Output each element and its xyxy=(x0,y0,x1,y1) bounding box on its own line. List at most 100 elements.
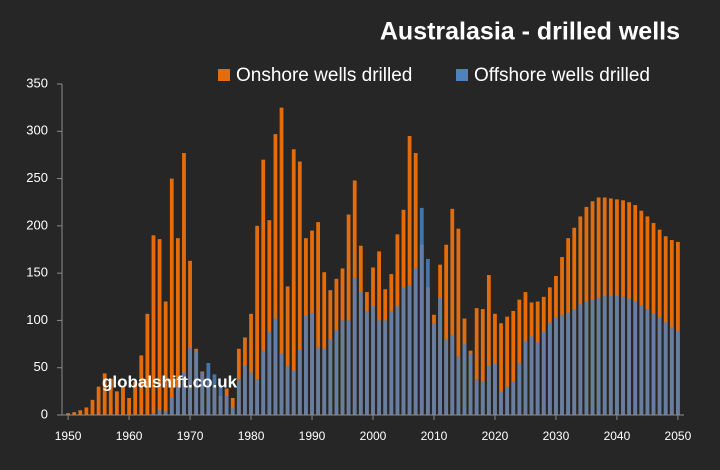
y-tick-label: 200 xyxy=(26,217,48,232)
chart-title: Australasia - drilled wells xyxy=(380,18,680,46)
bar xyxy=(182,153,186,415)
y-tick-label: 0 xyxy=(41,406,48,421)
x-tick-label: 2000 xyxy=(360,429,387,443)
bar xyxy=(669,327,674,415)
bar xyxy=(566,312,571,415)
bar xyxy=(554,317,558,415)
bar xyxy=(236,379,241,415)
bar xyxy=(328,339,333,415)
bar xyxy=(169,178,174,415)
bar xyxy=(163,411,168,415)
bar xyxy=(169,397,174,415)
bar xyxy=(371,306,375,415)
bar xyxy=(657,317,662,415)
bar xyxy=(151,413,156,415)
bar xyxy=(389,310,394,415)
bar xyxy=(407,285,412,415)
x-tick-label: 1960 xyxy=(116,429,143,443)
bar xyxy=(218,386,223,415)
bar xyxy=(493,363,497,415)
bar xyxy=(352,277,357,415)
bar xyxy=(249,372,253,415)
bar xyxy=(547,322,552,415)
bar xyxy=(273,318,278,415)
bar xyxy=(480,309,485,415)
bar xyxy=(676,241,680,415)
bar xyxy=(66,413,70,415)
bar xyxy=(523,341,528,415)
bar xyxy=(346,320,351,415)
bar xyxy=(468,353,473,415)
bar xyxy=(157,239,162,415)
bar xyxy=(499,391,503,415)
legend-label: Offshore wells drilled xyxy=(474,65,650,86)
bar xyxy=(90,399,95,415)
bar xyxy=(676,330,680,415)
bar xyxy=(486,275,491,415)
bar xyxy=(133,381,138,415)
bar xyxy=(200,372,205,415)
bar xyxy=(486,365,491,415)
legend-swatch xyxy=(218,69,230,81)
bar xyxy=(114,391,119,415)
bar xyxy=(194,350,199,415)
bar xyxy=(444,339,449,415)
bar xyxy=(175,238,180,415)
bar xyxy=(401,287,406,415)
bar xyxy=(535,342,540,415)
bar xyxy=(255,379,260,415)
bar xyxy=(304,315,308,415)
bar xyxy=(633,301,638,415)
bar xyxy=(108,379,113,415)
bar xyxy=(432,323,436,415)
bar xyxy=(261,159,266,415)
bar xyxy=(121,386,125,415)
bar xyxy=(316,346,321,415)
bar xyxy=(456,356,461,415)
bar xyxy=(78,410,83,415)
y-tick-label: 250 xyxy=(26,170,48,185)
bar xyxy=(139,355,144,415)
bar xyxy=(285,365,290,415)
bar xyxy=(310,312,314,415)
x-tick-label: 2040 xyxy=(604,429,631,443)
bar xyxy=(517,299,522,415)
bar xyxy=(285,286,290,415)
bar xyxy=(316,222,321,415)
y-tick-label: 100 xyxy=(26,312,48,327)
y-tick-label: 50 xyxy=(34,359,48,374)
bar xyxy=(145,313,150,415)
bar xyxy=(188,347,192,415)
bar xyxy=(511,310,516,415)
x-tick-label: 2010 xyxy=(421,429,448,443)
bar xyxy=(291,149,296,416)
bar xyxy=(322,272,327,415)
y-tick-label: 300 xyxy=(26,123,48,138)
bar xyxy=(72,412,77,415)
legend-label: Onshore wells drilled xyxy=(236,65,412,86)
x-tick-label: 1980 xyxy=(238,429,265,443)
bar xyxy=(157,410,162,415)
bar xyxy=(462,344,467,415)
bar xyxy=(102,373,107,415)
bar xyxy=(517,362,522,415)
bar xyxy=(224,396,229,415)
bar xyxy=(651,313,656,415)
x-tick-label: 2050 xyxy=(665,429,692,443)
bar xyxy=(450,208,455,415)
bar xyxy=(358,292,363,415)
bar xyxy=(456,228,461,415)
bar xyxy=(261,350,266,415)
bar xyxy=(163,301,168,415)
bar xyxy=(334,329,339,415)
bar xyxy=(297,161,302,415)
bar xyxy=(474,379,479,415)
bar xyxy=(529,336,534,415)
y-tick-label: 350 xyxy=(26,75,48,90)
bar xyxy=(383,320,388,415)
bar xyxy=(175,386,180,415)
bar xyxy=(444,244,449,415)
bar xyxy=(340,320,345,415)
bar xyxy=(663,322,668,415)
